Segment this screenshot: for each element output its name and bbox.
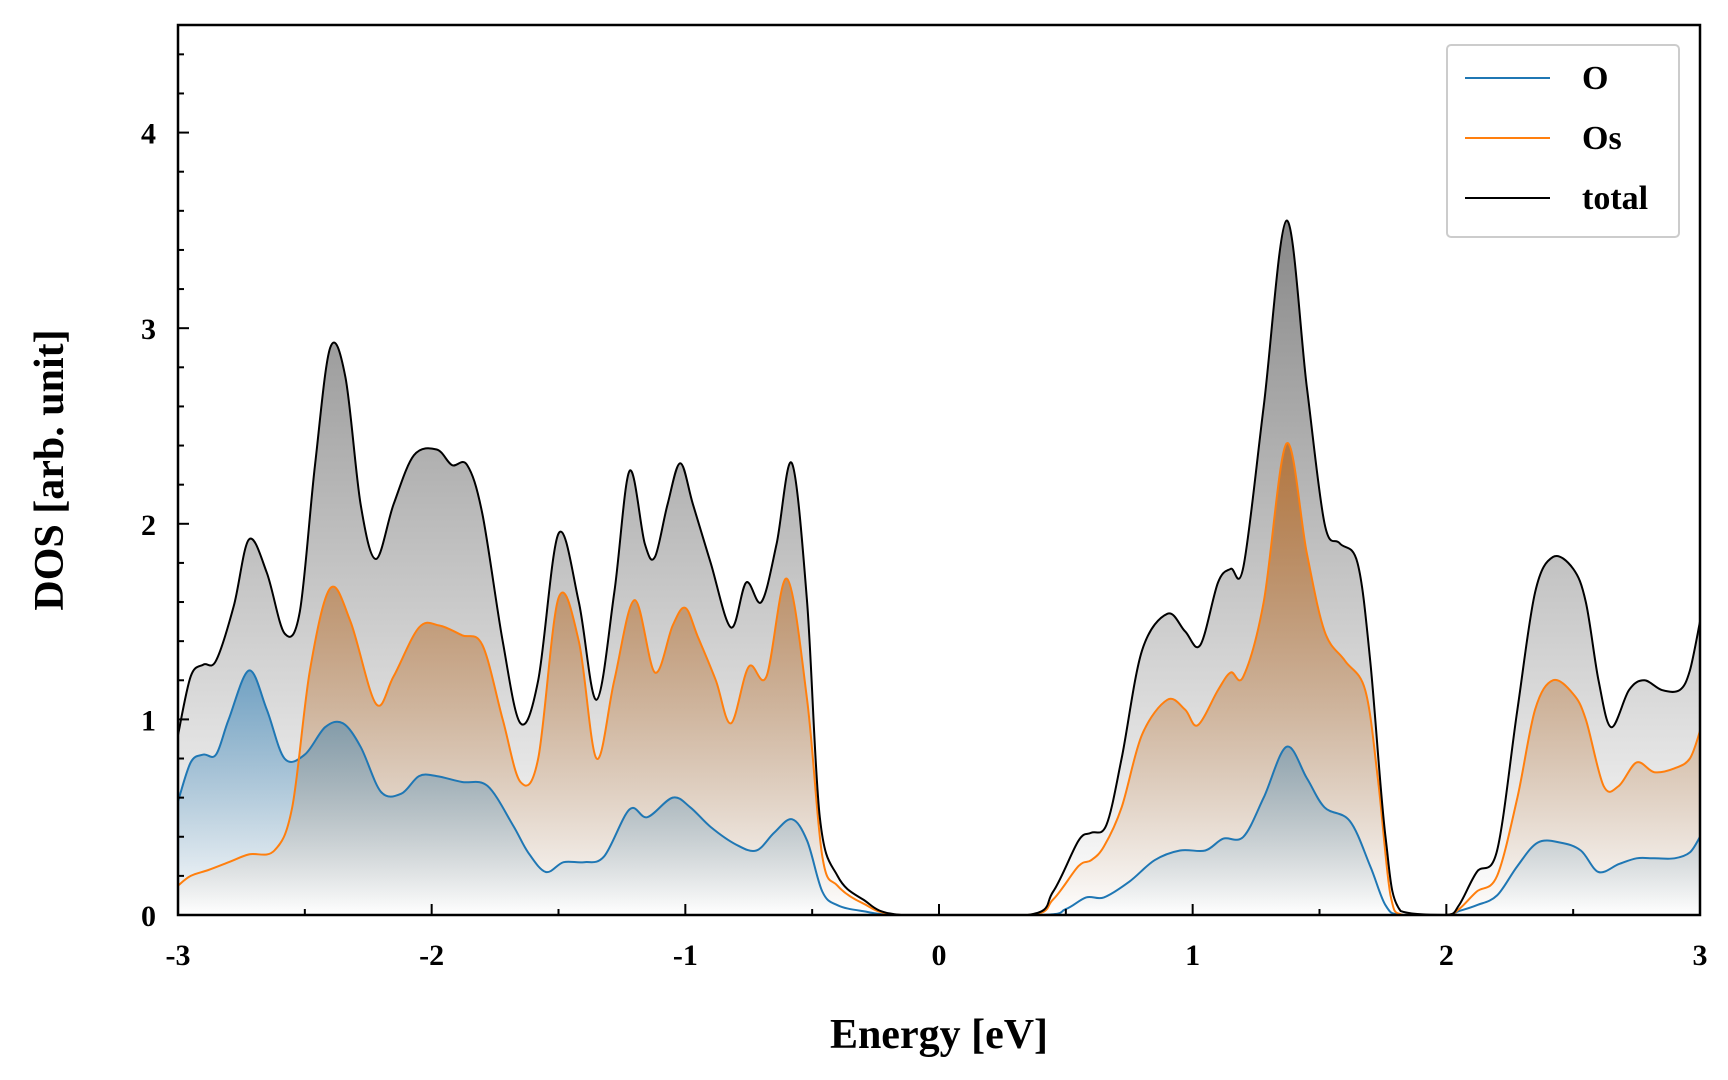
x-tick-label: 2 bbox=[1439, 939, 1454, 972]
x-tick-label: 1 bbox=[1185, 939, 1200, 972]
legend-box bbox=[1446, 44, 1680, 238]
x-tick-label: 3 bbox=[1693, 939, 1708, 972]
x-tick-label: -2 bbox=[419, 939, 444, 972]
legend-label-os: Os bbox=[1582, 120, 1622, 157]
line-total bbox=[177, 219, 1701, 917]
y-tick-label: 0 bbox=[141, 900, 156, 933]
series-fills bbox=[178, 220, 1700, 916]
y-tick-label: 2 bbox=[141, 509, 156, 542]
x-tick-label: -3 bbox=[166, 939, 191, 972]
fill-os bbox=[178, 443, 1700, 915]
line-o bbox=[177, 669, 1701, 917]
y-axis: 0 1 2 3 4 bbox=[141, 53, 189, 933]
x-tick-label: 0 bbox=[932, 939, 947, 972]
legend: O Os total bbox=[1446, 44, 1680, 238]
y-axis-label: DOS [arb. unit] bbox=[27, 329, 73, 610]
legend-label-o: O bbox=[1582, 60, 1608, 97]
legend-label-total: total bbox=[1582, 180, 1648, 217]
y-tick-label: 3 bbox=[141, 313, 156, 346]
y-tick-label: 1 bbox=[141, 704, 156, 737]
x-axis: -3 -2 -1 0 1 2 3 bbox=[166, 904, 1708, 972]
x-tick-label: -1 bbox=[673, 939, 698, 972]
fill-o bbox=[178, 670, 1700, 915]
x-axis-label: Energy [eV] bbox=[830, 1012, 1048, 1058]
y-tick-label: 4 bbox=[141, 118, 156, 151]
